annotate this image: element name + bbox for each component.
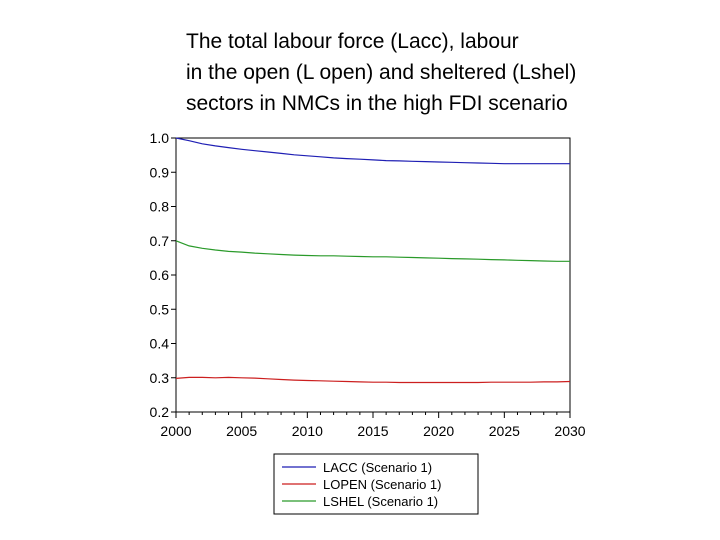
y-tick-label: 0.6 <box>150 267 170 283</box>
x-tick-label: 2030 <box>554 423 585 439</box>
chart-title-line-2: in the open (L open) and sheltered (Lshe… <box>186 61 577 84</box>
series-line-3 <box>175 240 570 262</box>
legend-label-2: LOPEN (Scenario 1) <box>323 477 442 492</box>
chart-title-line-3: sectors in NMCs in the high FDI scenario <box>186 92 568 115</box>
x-tick-label: 2020 <box>423 423 454 439</box>
y-tick-label: 1.0 <box>150 130 170 146</box>
chart-title: The total labour force (Lacc), labour in… <box>186 26 576 119</box>
x-tick-label: 2025 <box>489 423 520 439</box>
y-tick-label: 0.2 <box>150 404 170 420</box>
y-tick-label: 0.8 <box>150 199 170 215</box>
plot-frame <box>175 137 571 413</box>
chart-legend: LACC (Scenario 1) LOPEN (Scenario 1) LSHEL… <box>273 453 479 515</box>
x-tick-label: 2000 <box>160 423 191 439</box>
series-line-1 <box>175 137 570 165</box>
x-tick-label: 2010 <box>292 423 323 439</box>
chart-series <box>175 137 571 384</box>
legend-label-3: LSHEL (Scenario 1) <box>323 494 438 509</box>
chart-title-line-1: The total labour force (Lacc), labour <box>186 30 519 53</box>
x-tick-label: 2005 <box>226 423 257 439</box>
y-tick-label: 0.4 <box>150 336 170 352</box>
y-tick-label: 0.3 <box>150 370 170 386</box>
series-line-2 <box>175 376 571 384</box>
x-tick-label: 2015 <box>357 423 388 439</box>
y-tick-label: 0.7 <box>150 233 170 249</box>
chart-axes: 0.2 0.3 0.4 0.5 0.6 0.7 0.8 0.9 1.0 2000 2005 2010 2… <box>150 130 586 439</box>
y-tick-label: 0.5 <box>150 301 170 317</box>
legend-label-1: LACC (Scenario 1) <box>323 460 432 475</box>
y-tick-label: 0.9 <box>150 164 170 180</box>
